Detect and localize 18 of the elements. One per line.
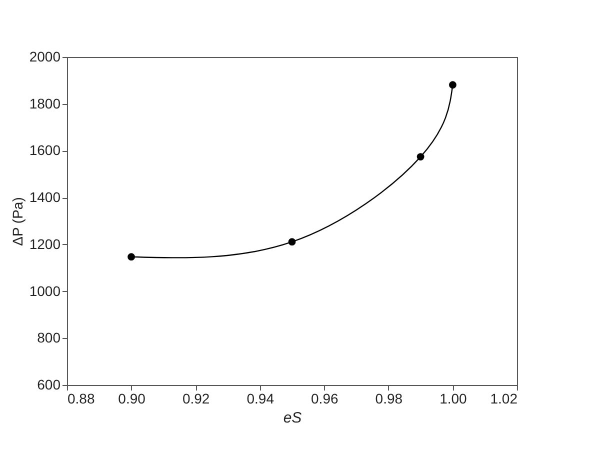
x-tick-label: 1.00 xyxy=(440,390,468,406)
x-tick-label: 0.94 xyxy=(246,390,274,406)
x-tick-label: 0.88 xyxy=(68,390,95,406)
x-tick-label: 0.96 xyxy=(311,390,338,406)
x-tick-label: 0.92 xyxy=(182,390,210,406)
y-tick-label: 2000 xyxy=(29,48,61,64)
y-tick-label: 1200 xyxy=(29,236,61,252)
y-tick-label: 1000 xyxy=(29,282,61,299)
y-axis-title: ΔP (Pa) xyxy=(9,197,26,246)
y-tick-label: 1400 xyxy=(29,189,61,206)
x-axis-title: eS xyxy=(283,410,302,426)
x-tick-label: 1.02 xyxy=(490,390,518,406)
y-tick-label: 600 xyxy=(37,376,61,392)
y-tick-label: 1600 xyxy=(29,142,61,158)
x-tick-label: 0.90 xyxy=(118,390,146,406)
y-tick-label: 800 xyxy=(37,330,61,346)
y-tick-label: 1800 xyxy=(29,95,61,112)
x-tick-label: 0.98 xyxy=(375,390,403,406)
